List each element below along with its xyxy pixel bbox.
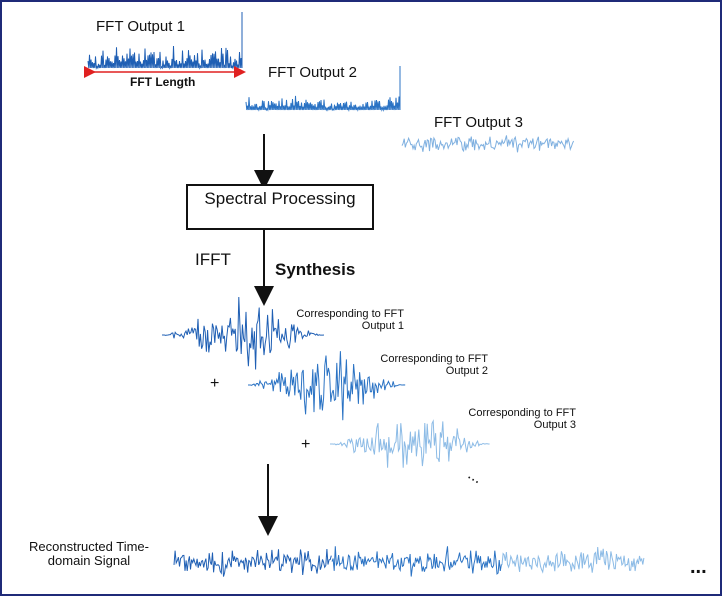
- frame-3-caption: Corresponding to FFT Output 3: [468, 407, 576, 431]
- reconstructed-signal-label: Reconstructed Time-domain Signal: [29, 539, 149, 568]
- fft-output-2-spectrum: [245, 66, 401, 112]
- output-ellipsis: ...: [690, 556, 707, 578]
- fft-output-2-label: FFT Output 2: [268, 64, 357, 81]
- frame-1-caption: Corresponding to FFT Output 1: [296, 308, 404, 332]
- ifft-label: IFFT: [195, 250, 231, 269]
- fft-output-3-spectrum: [401, 135, 575, 153]
- synthesis-frame-2-waveform: [248, 351, 406, 421]
- plus-sign-2: +: [301, 436, 311, 453]
- fft-length-label: FFT Length: [130, 75, 196, 89]
- reconstructed-signal-waveform-segment-1: [173, 548, 332, 577]
- synthesis-label: Synthesis: [275, 260, 356, 279]
- reconstructed-signal-waveform-segment-3: [501, 546, 645, 574]
- frame-2-caption: Corresponding to FFT Output 2: [380, 353, 488, 377]
- reconstructed-signal-waveform-segment-2: [331, 546, 502, 577]
- synthesis-frame-3-waveform: [330, 419, 490, 468]
- spectral-processing-box: Spectral Processing: [186, 184, 374, 230]
- fft-output-1-label: FFT Output 1: [96, 18, 185, 35]
- synthesis-frame-1-waveform: [162, 296, 325, 370]
- fft-output-3-label: FFT Output 3: [434, 114, 523, 131]
- plus-sign-1: +: [210, 375, 220, 392]
